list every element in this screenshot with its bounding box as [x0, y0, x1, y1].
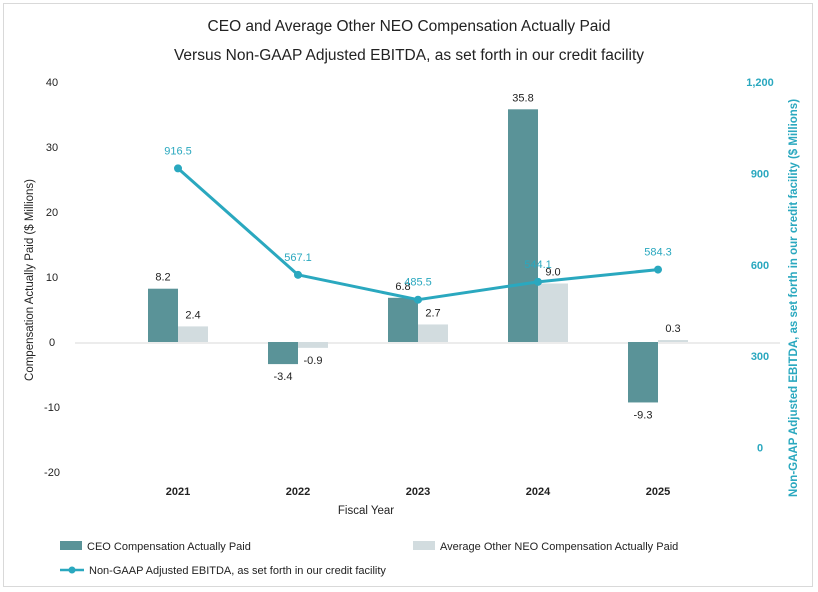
y-tick-label: 20 — [46, 207, 58, 219]
legend-marker-ebitda — [68, 566, 76, 574]
ceo-data-label: 35.8 — [512, 92, 533, 104]
y2-tick-label: 600 — [751, 260, 769, 272]
category-label: 2023 — [406, 486, 430, 498]
ceo-data-label: 8.2 — [155, 272, 170, 284]
y2-tick-label: 0 — [757, 443, 763, 455]
y-tick-label: 0 — [49, 337, 55, 349]
ebitda-point — [654, 265, 662, 274]
category-label: 2021 — [166, 486, 190, 498]
ceo-bar — [628, 342, 658, 403]
left-axis-ticks: 40 30 20 10 0 -10 -20 — [44, 77, 60, 479]
neo-bar — [298, 342, 328, 348]
ceo-data-label: -9.3 — [634, 409, 653, 421]
ebitda-data-label: 567.1 — [284, 252, 312, 264]
y-tick-label: -20 — [44, 467, 60, 479]
category-label: 2025 — [646, 486, 670, 498]
ceo-bar — [148, 288, 178, 342]
category-label: 2024 — [526, 486, 551, 498]
legend-swatch-ceo — [60, 541, 82, 550]
neo-bar — [418, 324, 448, 342]
y2-axis-title: Non-GAAP Adjusted EBITDA, as set forth i… — [788, 99, 800, 497]
y-tick-label: 10 — [46, 272, 58, 284]
neo-data-label: -0.9 — [304, 355, 323, 367]
neo-bar — [178, 326, 208, 342]
x-axis-title: Fiscal Year — [338, 505, 394, 517]
y-tick-label: 30 — [46, 142, 58, 154]
ebitda-data-label: 485.5 — [404, 277, 432, 289]
y-axis-title: Compensation Actually Paid ($ Millions) — [24, 179, 36, 381]
chart-title: CEO and Average Other NEO Compensation A… — [208, 18, 611, 35]
ebitda-data-label: 916.5 — [164, 145, 192, 157]
y2-tick-label: 900 — [751, 168, 769, 180]
ebitda-point — [534, 277, 542, 286]
y-tick-label: -10 — [44, 402, 60, 414]
neo-bar — [658, 340, 688, 342]
y2-tick-label: 300 — [751, 351, 769, 363]
ceo-data-label: 6.8 — [395, 281, 410, 293]
legend-swatch-neo — [413, 541, 435, 550]
category-ticks: 2021 2022 2023 2024 2025 — [166, 486, 670, 498]
bars — [148, 109, 688, 403]
neo-data-label: 2.4 — [185, 309, 200, 321]
legend-label-ebitda: Non-GAAP Adjusted EBITDA, as set forth i… — [89, 565, 386, 577]
neo-data-label: 9.0 — [545, 267, 560, 279]
ceo-bar — [508, 109, 538, 342]
y2-tick-label: 1,200 — [746, 77, 774, 89]
ebitda-point — [174, 164, 182, 173]
ebitda-point — [414, 295, 422, 304]
legend: CEO Compensation Actually Paid Average O… — [60, 541, 678, 577]
chart-frame — [3, 3, 813, 587]
data-labels: 8.2 -3.4 6.8 35.8 -9.3 2.4 -0.9 2.7 9.0 0.3 916.5 5… — [155, 92, 680, 421]
ceo-bar — [268, 342, 298, 365]
ebitda-point — [294, 270, 302, 279]
neo-bar — [538, 283, 568, 342]
ebitda-data-label: 584.3 — [644, 247, 672, 259]
legend-label-neo: Average Other NEO Compensation Actually … — [440, 541, 678, 553]
chart-subtitle: Versus Non-GAAP Adjusted EBITDA, as set … — [174, 47, 644, 64]
y-tick-label: 40 — [46, 77, 58, 89]
right-axis-ticks: 1,200 900 600 300 0 — [746, 77, 774, 455]
ebitda-data-label: 544.1 — [524, 259, 552, 271]
legend-label-ceo: CEO Compensation Actually Paid — [87, 541, 251, 553]
neo-data-label: 0.3 — [665, 323, 680, 335]
ceo-data-label: -3.4 — [274, 371, 293, 383]
ebitda-line-layer — [174, 164, 662, 304]
category-label: 2022 — [286, 486, 310, 498]
ceo-bar — [388, 297, 418, 342]
neo-data-label: 2.7 — [425, 307, 440, 319]
